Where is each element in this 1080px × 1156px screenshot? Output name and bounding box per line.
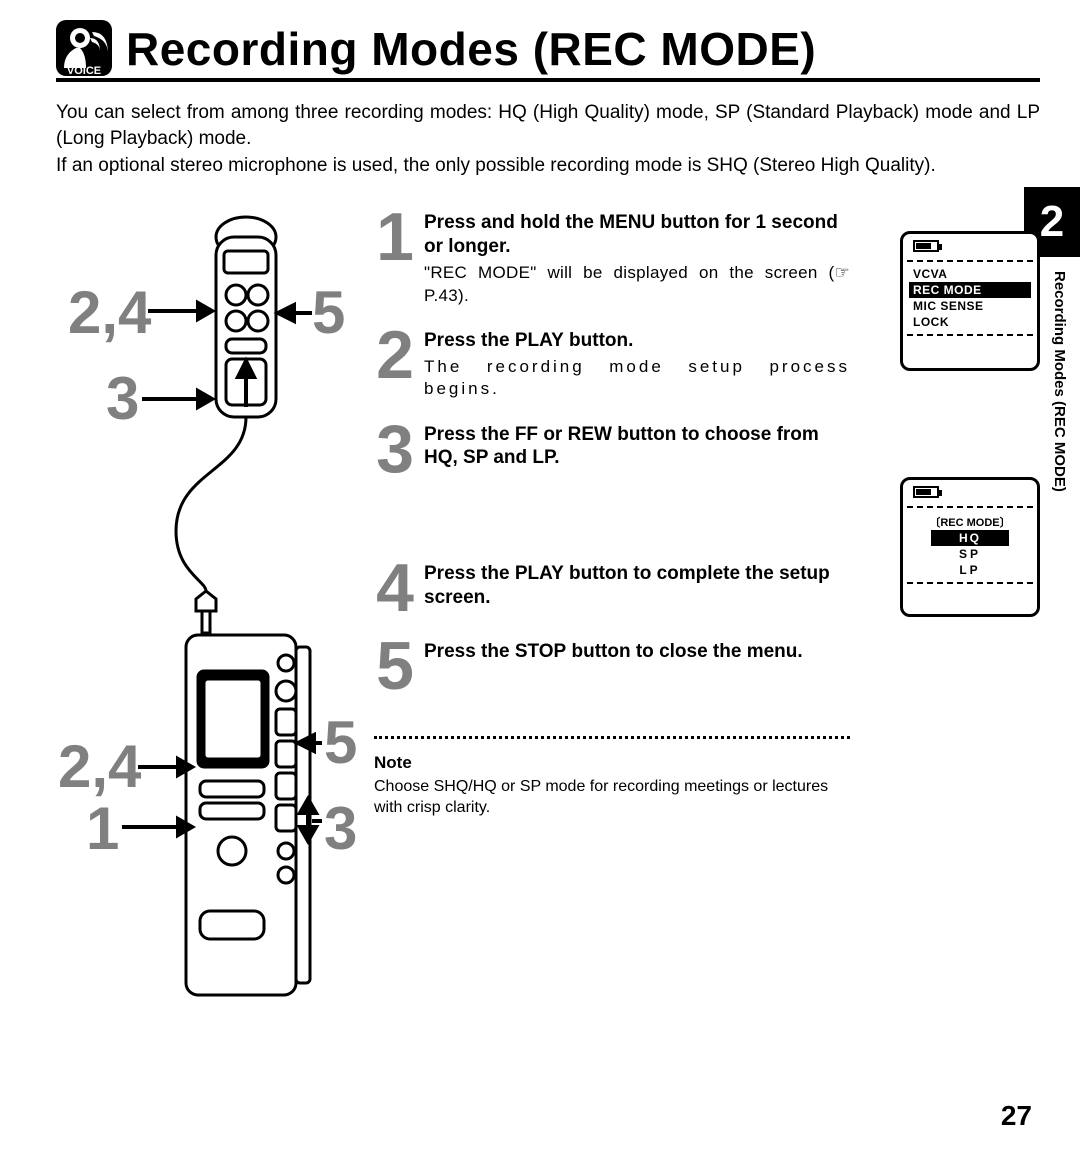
- intro-text: You can select from among three recordin…: [56, 100, 1040, 179]
- side-column: 2 Recording Modes (REC MODE) VCVAREC MOD…: [872, 211, 1040, 1036]
- note-heading: Note: [374, 753, 850, 773]
- step-1-desc: "REC MODE" will be displayed on the scre…: [424, 262, 850, 306]
- lcd-screen-menu: VCVAREC MODEMIC SENSELOCK: [900, 231, 1040, 371]
- lcd-screen-recmode: 〔REC MODE〕 HQSPLP: [900, 477, 1040, 617]
- lcd2-option: LP: [931, 562, 1009, 578]
- lcd1-item: REC MODE: [909, 282, 1031, 298]
- step-2: 2 Press the PLAY button. The recording m…: [374, 329, 850, 401]
- step-2-desc: The recording mode setup process begins.: [424, 356, 850, 400]
- page-header: VOICE Recording Modes (REC MODE): [56, 20, 1040, 82]
- lcd1-item: LOCK: [909, 314, 1031, 330]
- step-4: 4 Press the PLAY button to complete the …: [374, 562, 850, 618]
- lcd1-item: MIC SENSE: [909, 298, 1031, 314]
- side-vertical-label: Recording Modes (REC MODE): [1051, 271, 1068, 492]
- step-num-4: 4: [374, 560, 416, 618]
- step-num-1: 1: [374, 209, 416, 267]
- intro-p2: If an optional stereo microphone is used…: [56, 153, 1040, 179]
- device-diagram: 2,4 5 3 2,4: [56, 211, 356, 1036]
- page-title: Recording Modes (REC MODE): [126, 22, 816, 76]
- lcd1-item: VCVA: [909, 266, 1031, 282]
- step-4-title: Press the PLAY button to complete the se…: [424, 562, 850, 610]
- diagram-label-1-bottom: 1: [86, 795, 119, 862]
- step-5-title: Press the STOP button to close the menu.: [424, 640, 850, 664]
- diagram-label-3-bottom: 3: [324, 795, 356, 862]
- step-num-5: 5: [374, 638, 416, 696]
- diagram-label-24-top: 2,4: [68, 279, 152, 346]
- diagram-label-3-top: 3: [106, 365, 139, 432]
- battery-icon: [913, 240, 939, 252]
- lcd2-option: SP: [931, 546, 1009, 562]
- lcd2-option: HQ: [931, 530, 1009, 546]
- intro-p1: You can select from among three recordin…: [56, 100, 1040, 151]
- note-body: Choose SHQ/HQ or SP mode for recording m…: [374, 777, 850, 819]
- voice-icon: VOICE: [56, 20, 112, 76]
- lcd2-head: 〔REC MODE〕: [917, 514, 1023, 530]
- step-2-title: Press the PLAY button.: [424, 329, 850, 353]
- page-number: 27: [1001, 1100, 1032, 1132]
- svg-text:VOICE: VOICE: [67, 65, 101, 76]
- diagram-label-24-bottom: 2,4: [58, 733, 142, 800]
- divider-dots: [374, 736, 850, 739]
- battery-icon: [913, 486, 939, 498]
- step-num-3: 3: [374, 421, 416, 479]
- step-num-2: 2: [374, 327, 416, 385]
- step-1-title: Press and hold the MENU button for 1 sec…: [424, 211, 850, 259]
- step-5: 5 Press the STOP button to close the men…: [374, 640, 850, 696]
- diagram-label-5-bottom: 5: [324, 709, 356, 776]
- diagram-label-5-top: 5: [312, 279, 345, 346]
- step-1: 1 Press and hold the MENU button for 1 s…: [374, 211, 850, 307]
- steps-column: 1 Press and hold the MENU button for 1 s…: [374, 211, 854, 1036]
- step-3: 3 Press the FF or REW button to choose f…: [374, 423, 850, 479]
- step-3-title: Press the FF or REW button to choose fro…: [424, 423, 850, 471]
